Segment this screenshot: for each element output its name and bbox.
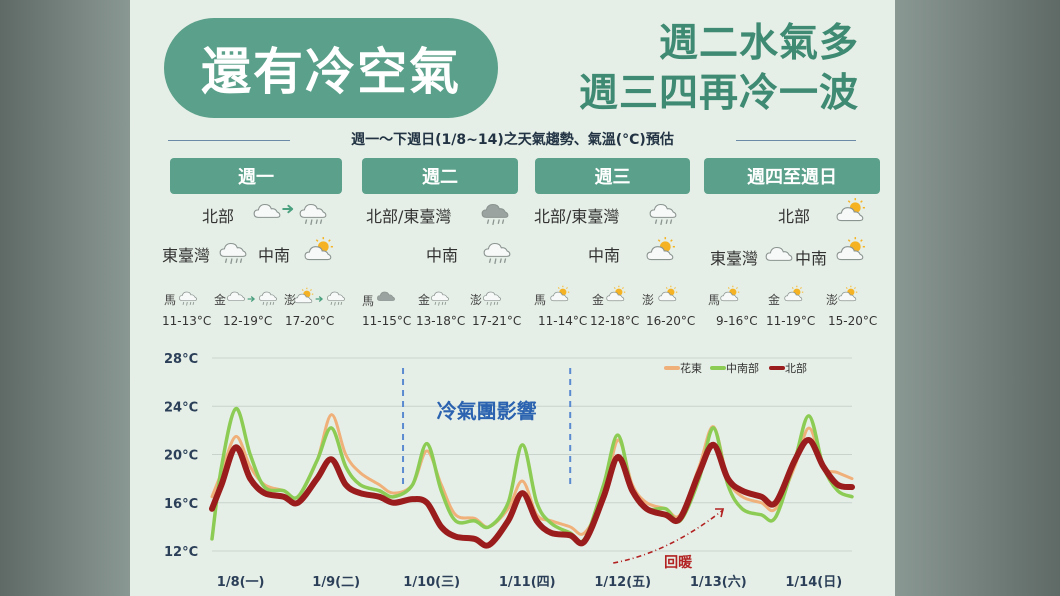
legend-label: 北部: [785, 361, 807, 375]
island-label: 澎: [642, 293, 655, 307]
cloud-rain-icon: [430, 287, 450, 311]
day-header-mon: 週一: [170, 158, 342, 194]
dark-cloud-icon: [376, 287, 396, 311]
island-temp: 11-13°C: [162, 314, 212, 328]
y-tick-label: 28°C: [164, 352, 198, 367]
island-temp: 16-20°C: [646, 314, 696, 328]
arrow-right-icon: [280, 200, 298, 222]
headline-line-1: 週二水氣多: [658, 21, 859, 66]
region-label: 北部/東臺灣: [534, 207, 620, 226]
region-label: 北部: [202, 207, 235, 226]
y-tick-label: 20°C: [164, 449, 198, 464]
island-temp: 13-18°C: [416, 314, 466, 328]
cloud-icon: [252, 197, 282, 231]
cloud-rain-icon: [326, 287, 346, 311]
x-tick-label: 1/14(日): [785, 575, 842, 590]
island-label: 馬: [708, 293, 721, 307]
series-line-2: [210, 406, 854, 544]
arrow-right-icon: [314, 290, 326, 309]
day-header-tue: 週二: [362, 158, 518, 194]
island-label: 金: [592, 293, 605, 307]
right-blurred-margin: [895, 0, 1060, 596]
sun-cloud-icon: [304, 236, 334, 270]
legend-label: 花東: [680, 362, 702, 375]
page-title: 還有冷空氣: [164, 18, 498, 118]
subtitle-rule-left: [168, 140, 290, 141]
region-label: 東臺灣: [162, 246, 211, 265]
island-label: 馬: [164, 293, 177, 307]
island-temp: 17-20°C: [285, 314, 335, 328]
island-label: 澎: [826, 293, 839, 307]
sun-cloud-icon: [836, 236, 866, 270]
cold-air-annotation: 冷氣團影響: [437, 399, 537, 423]
y-tick-label: 16°C: [164, 497, 198, 512]
cloud-icon: [764, 240, 794, 274]
cloud-rain-icon: [178, 287, 198, 311]
island-label: 馬: [362, 294, 375, 308]
subtitle-rule-right: [736, 140, 856, 141]
day-header-wed: 週三: [535, 158, 690, 194]
warming-arrowhead: [715, 508, 725, 518]
cloud-rain-icon: [298, 197, 328, 231]
sun-cloud-icon: [550, 285, 570, 309]
island-temp: 12-19°C: [223, 314, 273, 328]
sun-cloud-icon: [646, 236, 676, 270]
island-label: 金: [418, 293, 431, 307]
x-tick-label: 1/11(四): [499, 575, 556, 590]
x-tick-label: 1/9(二): [312, 575, 360, 590]
weather-panel: 還有冷空氣 週二水氣多 週三四再冷一波 週一～下週日(1/8~14)之天氣趨勢、…: [130, 0, 895, 596]
region-label: 北部: [778, 207, 811, 226]
island-label: 澎: [470, 293, 483, 307]
x-tick-label: 1/8(一): [217, 575, 265, 590]
dark-cloud-rain-icon: [480, 197, 510, 231]
x-tick-label: 1/12(五): [594, 575, 651, 590]
sun-cloud-icon: [838, 285, 858, 309]
region-label: 東臺灣: [710, 249, 759, 268]
warming-arrow: [613, 509, 724, 564]
island-temp: 11-19°C: [766, 314, 816, 328]
island-temp: 15-20°C: [828, 314, 878, 328]
subtitle: 週一～下週日(1/8~14)之天氣趨勢、氣溫(°C)預估: [351, 132, 674, 148]
sun-cloud-icon: [784, 285, 804, 309]
temperature-chart: 28°C 24°C 20°C 16°C 12°C 1/8(一) 1/9(二) 1/10(三)…: [164, 352, 855, 590]
sun-cloud-icon: [720, 285, 740, 309]
region-label: 中南: [588, 246, 621, 265]
sun-cloud-icon: [294, 287, 314, 311]
day-header-thu-sun: 週四至週日: [704, 158, 880, 194]
cloud-rain-icon: [648, 197, 678, 231]
legend-label: 中南部: [726, 361, 759, 375]
island-temp: 12-18°C: [590, 314, 640, 328]
region-label: 北部/東臺灣: [366, 207, 452, 226]
island-label: 馬: [534, 293, 547, 307]
sun-cloud-icon: [606, 285, 626, 309]
island-temp: 11-15°C: [362, 314, 412, 328]
cloud-rain-icon: [482, 287, 502, 311]
arrow-right-icon: [246, 290, 258, 309]
headline-line-2: 週三四再冷一波: [578, 71, 859, 116]
sun-cloud-icon: [836, 197, 866, 231]
x-tick-label: 1/13(六): [690, 574, 747, 590]
sun-cloud-icon: [658, 285, 678, 309]
island-temp: 17-21°C: [472, 314, 522, 328]
cloud-rain-icon: [482, 236, 512, 270]
y-tick-label: 12°C: [164, 545, 198, 560]
island-label: 金: [214, 293, 227, 307]
region-label: 中南: [426, 246, 459, 265]
cloud-icon: [226, 287, 246, 311]
island-temp: 9-16°C: [716, 314, 758, 328]
cloud-rain-icon: [258, 287, 278, 311]
region-label: 中南: [258, 246, 291, 265]
island-temp: 11-14°C: [538, 314, 588, 328]
cloud-rain-icon: [218, 236, 248, 270]
left-blurred-margin: [0, 0, 130, 596]
warming-annotation: 回暖: [664, 554, 693, 571]
y-tick-label: 24°C: [164, 400, 198, 415]
island-label: 澎: [284, 293, 297, 307]
island-label: 金: [768, 293, 781, 307]
x-tick-label: 1/10(三): [403, 575, 460, 590]
series-line-3: [209, 437, 855, 549]
region-label: 中南: [795, 249, 828, 268]
